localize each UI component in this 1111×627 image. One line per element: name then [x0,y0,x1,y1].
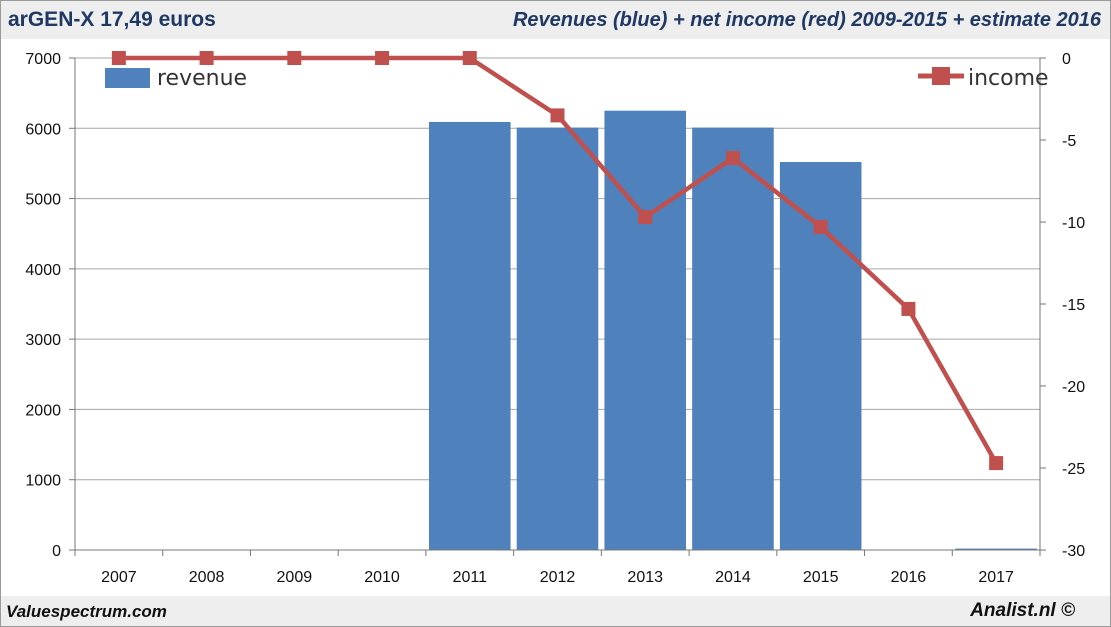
axes: 0 1000 2000 3000 4000 5000 6000 7000 0 -5 -10 -15 -2… [25,51,1085,586]
left-axis-tick-label: 4000 [25,262,61,279]
income-point [375,51,390,65]
revenue-bar [428,121,511,551]
income-point [725,151,740,166]
income-point [901,301,916,316]
x-axis-tick-label: 2016 [891,569,927,586]
x-axis-tick-label: 2014 [715,569,751,586]
revenue-bar [692,127,774,550]
left-axis-tick-label: 5000 [25,192,61,209]
left-axis-tick-label: 6000 [25,121,61,138]
header-bar [1,1,1110,39]
x-axis-tick-label: 2012 [540,569,576,586]
x-axis-tick-label: 2007 [101,569,137,586]
x-axis-tick-label: 2009 [277,569,313,586]
right-axis-tick-label: -30 [1062,543,1085,560]
chart-title-left: arGEN-X 17,49 euros [8,8,216,31]
legend-revenue-swatch [105,68,150,88]
income-point [550,108,565,123]
chart-title-right: Revenues (blue) + net income (red) 2009-… [512,9,1101,31]
revenue-bar [516,127,599,550]
right-axis-tick-label: -25 [1062,461,1085,478]
x-axis-tick-label: 2017 [978,569,1014,586]
legend-income-marker [932,67,950,85]
footer-source-left: Valuespectrum.com [6,602,167,621]
footer-source-right: Analist.nl © [970,600,1075,621]
left-axis-tick-label: 7000 [25,51,61,68]
income-point [989,456,1004,471]
left-axis-tick-label: 3000 [25,332,61,349]
right-axis-tick-label: -20 [1062,379,1085,396]
revenue-bar [955,548,1037,550]
footer-bar [1,596,1110,626]
x-axis-tick-label: 2011 [453,569,488,586]
right-axis-tick-label: -10 [1062,215,1085,232]
revenue-bar [604,110,687,550]
income-line [111,51,1004,471]
income-point [638,210,653,225]
x-axis-tick-label: 2015 [803,569,839,586]
left-axis-tick-label: 1000 [25,473,61,490]
income-point [287,51,302,65]
legend-revenue-label: revenue [157,66,247,91]
income-point [813,219,828,234]
left-axis-tick-label: 2000 [25,402,61,419]
right-axis-tick-label: 0 [1062,51,1071,68]
left-axis-tick-label: 0 [52,543,61,560]
x-axis-tick-label: 2008 [189,569,225,586]
legend-income-label: income [968,66,1049,91]
x-axis-tick-label: 2013 [627,569,663,586]
revenue-bars [428,110,1037,551]
income-point [462,51,477,65]
income-point [199,51,214,65]
legend: revenue income [105,66,1049,91]
right-axis-tick-label: -5 [1062,133,1076,150]
x-axis-tick-label: 2010 [364,569,400,586]
income-point [111,51,126,65]
right-axis-tick-label: -15 [1062,297,1085,314]
